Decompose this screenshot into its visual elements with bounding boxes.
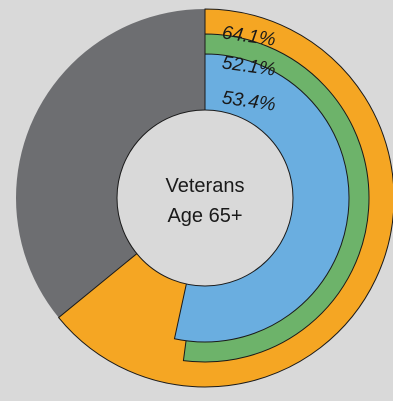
- center-label-line-2: Age 65+: [167, 205, 242, 227]
- center-disc: [116, 109, 294, 287]
- center-label-line-1: Veterans: [166, 175, 245, 197]
